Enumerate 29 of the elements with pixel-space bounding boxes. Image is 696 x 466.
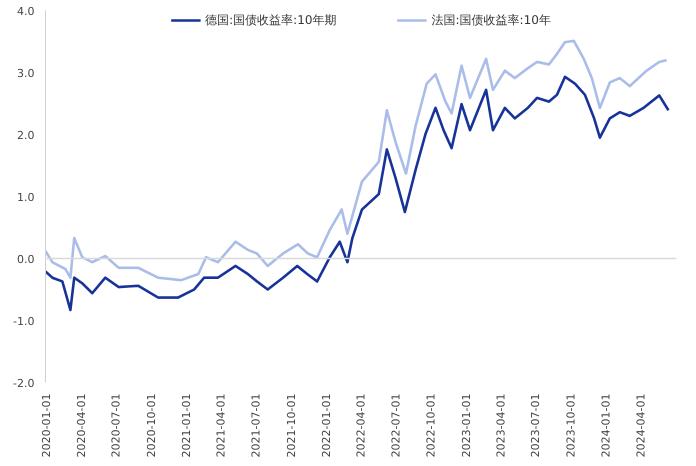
y-tick-label: -1.0	[13, 315, 35, 328]
x-tick-label: 2022-04-01	[354, 393, 368, 458]
x-tick-label: 2022-01-01	[320, 393, 334, 458]
x-tick-label: 2022-07-01	[389, 393, 402, 458]
x-tick-label: 2021-07-01	[250, 393, 263, 458]
y-tick-label: 4.0	[17, 5, 35, 18]
x-tick-label: 2023-01-01	[460, 393, 473, 458]
x-tick-label: 2020-01-01	[40, 393, 53, 458]
y-tick-label: 2.0	[17, 129, 35, 142]
y-tick-label: 0.0	[17, 253, 35, 266]
line-series	[46, 76, 670, 312]
y-tick-label: 1.0	[17, 191, 35, 204]
x-tick-label: 2022-10-01	[424, 393, 438, 458]
legend-label: 德国:国债收益率:10年期	[205, 12, 336, 28]
x-tick-label: 2023-04-01	[494, 393, 508, 458]
x-tick-label: 2021-10-01	[284, 393, 298, 458]
x-tick-label: 2021-04-01	[214, 393, 228, 458]
line-series	[46, 40, 668, 282]
legend-label: 法国:国债收益率:10年	[432, 12, 551, 28]
y-tick-label: 3.0	[17, 67, 35, 80]
x-tick-label: 2024-01-01	[600, 393, 613, 458]
y-tick-label: -2.0	[13, 377, 35, 390]
x-tick-label: 2021-01-01	[180, 393, 194, 458]
x-tick-label: 2024-04-01	[634, 393, 648, 458]
x-tick-label: 2020-04-01	[74, 393, 88, 458]
x-tick-label: 2023-10-01	[564, 393, 578, 458]
x-tick-label: 2020-10-01	[144, 393, 158, 458]
x-tick-label: 2023-07-01	[529, 393, 542, 458]
x-tick-label: 2020-07-01	[110, 393, 123, 458]
